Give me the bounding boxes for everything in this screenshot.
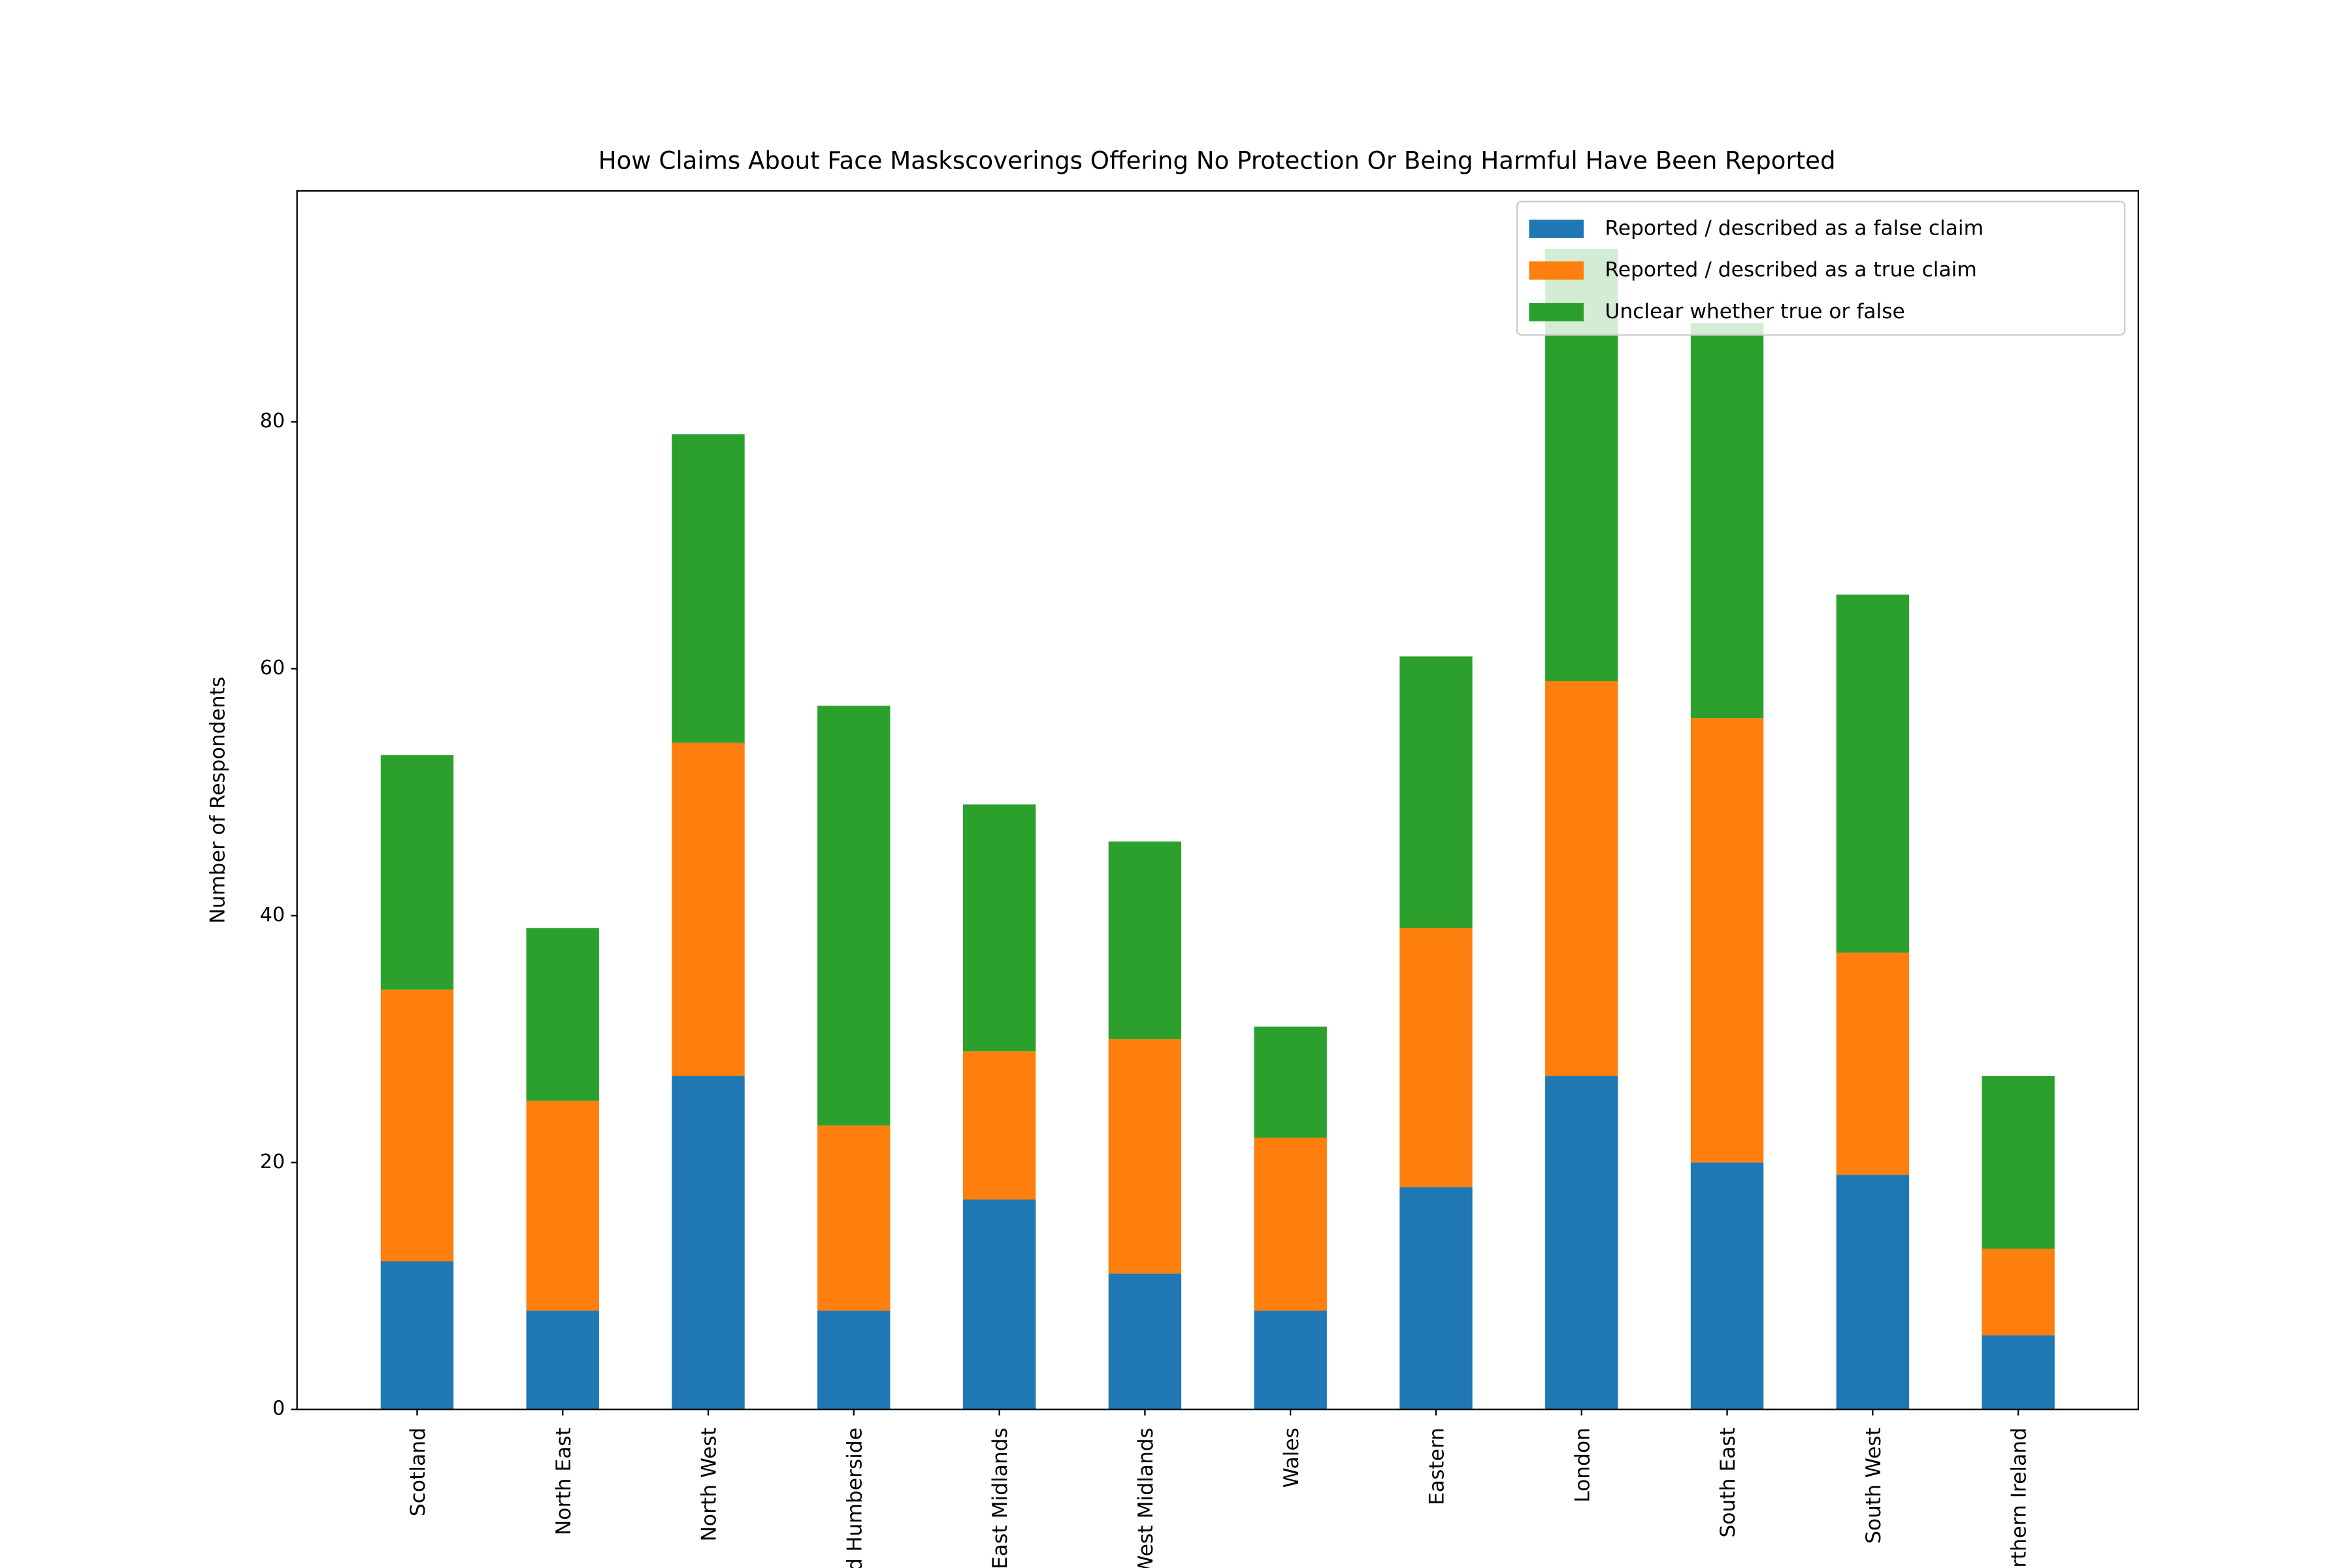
bar-segment: [380, 1261, 454, 1410]
bar-segment: [380, 989, 454, 1262]
x-tick-label: Scotland: [406, 1428, 430, 1516]
x-tick-label: North West: [698, 1428, 721, 1541]
bar-segment: [817, 1311, 890, 1410]
bar-segment: [1399, 656, 1473, 928]
bar-segment: [526, 1311, 599, 1410]
bar-segment: [1108, 1039, 1182, 1274]
bar-segment: [1545, 1076, 1618, 1410]
bar-segment: [1690, 1162, 1764, 1410]
y-tick-label: 20: [260, 1151, 285, 1173]
x-tick-label: Eastern: [1426, 1428, 1449, 1505]
bar-segment: [1108, 841, 1182, 1039]
x-tick-label: London: [1571, 1428, 1594, 1503]
legend-label: Reported / described as a true claim: [1605, 258, 1976, 282]
bar-segment: [672, 1076, 745, 1410]
bar-segment: [817, 1125, 890, 1311]
legend: Reported / described as a false claim Rep…: [1516, 201, 2126, 336]
y-tick-label: 0: [272, 1397, 285, 1420]
x-tick-label: Yorkshire and Humberside: [843, 1428, 866, 1568]
bar-segment: [1690, 323, 1764, 719]
bar-segment: [1399, 928, 1473, 1188]
bar-segment: [1982, 1249, 2055, 1335]
bar-segment: [1982, 1335, 2055, 1410]
legend-frame: [1516, 201, 2126, 336]
x-tick-label: Wales: [1280, 1428, 1303, 1488]
bar-segment: [1690, 718, 1764, 1163]
x-tick-label: South West: [1862, 1428, 1886, 1544]
bar-segment: [1836, 953, 1910, 1175]
bar-segment: [962, 1051, 1036, 1200]
legend-swatch: [1529, 302, 1584, 321]
y-axis-label: Number of Respondents: [206, 677, 229, 924]
x-tick-label: West Midlands: [1134, 1428, 1158, 1568]
bar-segment: [380, 755, 454, 990]
x-tick-label: Northern Ireland: [2008, 1428, 2031, 1568]
legend-swatch: [1529, 261, 1584, 280]
bar-segment: [1254, 1137, 1327, 1311]
bar-segment: [962, 804, 1036, 1052]
bar-segment: [1836, 595, 1910, 953]
legend-swatch: [1529, 220, 1584, 238]
y-tick-label: 60: [260, 657, 285, 679]
x-tick-label: South East: [1716, 1428, 1740, 1537]
bar-segment: [526, 1100, 599, 1311]
bar-segment: [1254, 1026, 1327, 1138]
x-tick-label: North East: [552, 1428, 576, 1535]
chart-title: How Claims About Face Maskscoverings Off…: [598, 147, 1836, 175]
y-tick-label: 80: [260, 410, 285, 433]
bar-segment: [1108, 1273, 1182, 1410]
bar-segment: [962, 1199, 1036, 1410]
bar-segment: [1545, 681, 1618, 1077]
plot-frame: [296, 190, 2140, 1411]
bar-segment: [672, 742, 745, 1077]
bar-segment: [1982, 1076, 2055, 1249]
bar-segment: [526, 928, 599, 1101]
bar-segment: [817, 706, 890, 1126]
legend-label: Unclear whether true or false: [1605, 300, 1904, 323]
bar-segment: [1836, 1175, 1910, 1410]
bar-segment: [672, 434, 745, 743]
y-tick-label: 40: [260, 904, 285, 926]
legend-label: Reported / described as a false claim: [1605, 216, 1984, 240]
bar-segment: [1399, 1187, 1473, 1410]
x-tick-label: East Midlands: [988, 1428, 1012, 1568]
bar-segment: [1254, 1311, 1327, 1410]
